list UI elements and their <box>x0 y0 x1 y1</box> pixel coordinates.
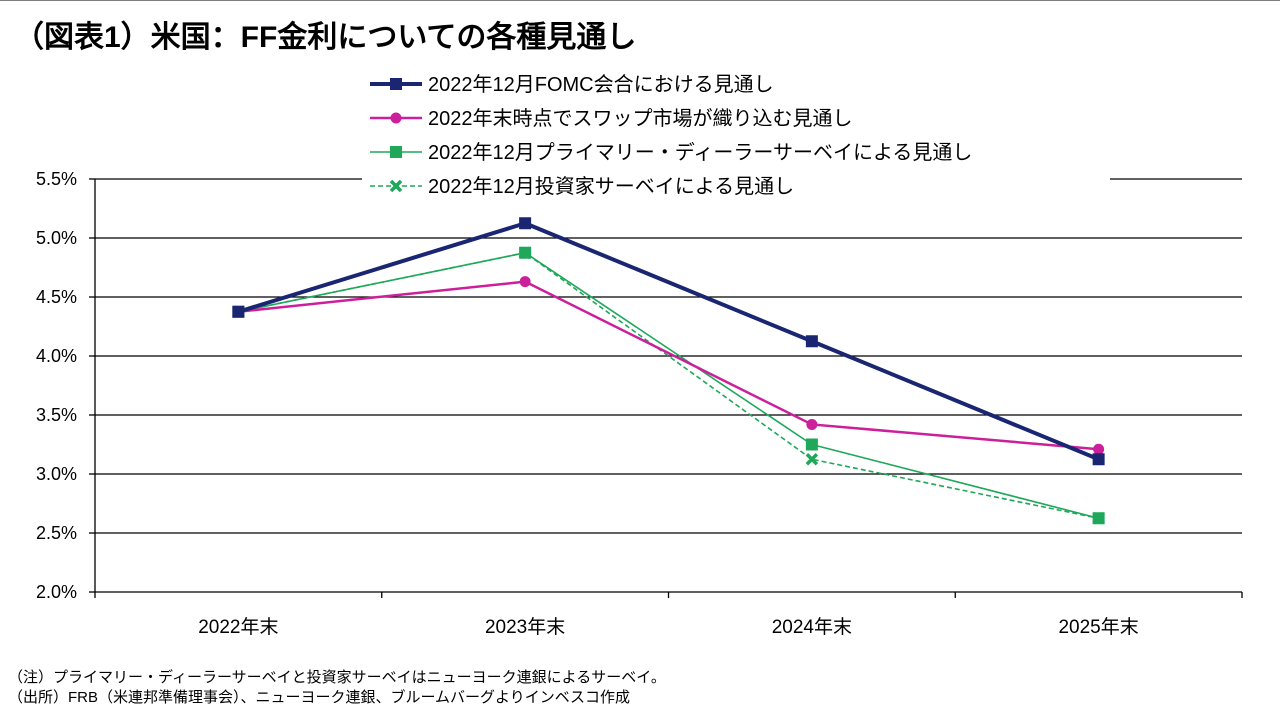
series-0-point-3 <box>1092 453 1105 466</box>
x-tick-label-2: 2024年末 <box>772 616 852 638</box>
y-tick-label-0: 2.0% <box>36 582 77 602</box>
series-line-0 <box>237 221 1100 462</box>
x-tick-label-0: 2022年末 <box>198 616 278 638</box>
top-rule <box>0 0 1280 1</box>
series-1-point-2 <box>806 418 818 430</box>
series-2-point-2 <box>805 438 818 451</box>
legend-box <box>362 68 1110 204</box>
y-tick-label-3: 3.5% <box>36 405 77 425</box>
series-1-point-3 <box>1093 443 1105 455</box>
series-1-point-1 <box>519 276 531 288</box>
legend-swatch-marker-3 <box>389 179 403 193</box>
y-tick-label-6: 5.0% <box>36 228 77 248</box>
legend-label-3: 2022年12月投資家サーベイによる見通し <box>428 175 794 198</box>
y-tick-label-5: 4.5% <box>36 287 77 307</box>
series-3-point-1 <box>518 246 532 259</box>
y-tick-label-7: 5.5% <box>36 169 77 189</box>
y-tick-label-1: 2.5% <box>36 523 77 543</box>
series-line-2 <box>238 251 1099 520</box>
legend-label-2: 2022年12月プライマリー・ディーラーサーベイによる見通し <box>428 141 972 164</box>
source-text: （出所）FRB（米連邦準備理事会）、ニューヨーク連銀、ブルームバーグよりインベス… <box>8 689 631 706</box>
legend-swatch-marker-1 <box>390 112 402 124</box>
series-line-1 <box>238 280 1099 451</box>
page-title: （図表1）米国：FF金利についての各種見通し <box>14 21 637 54</box>
legend-swatch-marker-2 <box>390 146 402 158</box>
series-3-point-3 <box>1092 512 1105 525</box>
x-tick-label-1: 2023年末 <box>485 616 565 638</box>
y-tick-label-4: 4.0% <box>36 346 77 366</box>
legend-label-1: 2022年末時点でスワップ市場が織り込む見通し <box>428 107 853 130</box>
x-tick-label-3: 2025年末 <box>1058 616 1138 638</box>
legend-swatch-marker-0 <box>390 78 402 90</box>
legend-label-0: 2022年12月FOMC会合における見通し <box>428 73 774 96</box>
series-0-point-2 <box>805 335 818 348</box>
series-0-point-0 <box>232 305 245 318</box>
series-3-point-2 <box>805 453 819 466</box>
series-0-point-1 <box>519 217 532 230</box>
notes: （注）プライマリー・ディーラーサーベイと投資家サーベイはニューヨーク連銀によるサ… <box>8 668 666 708</box>
series-line-3 <box>238 251 1099 520</box>
note-text: （注）プライマリー・ディーラーサーベイと投資家サーベイはニューヨーク連銀によるサ… <box>8 669 666 686</box>
y-tick-label-2: 3.0% <box>36 464 77 484</box>
